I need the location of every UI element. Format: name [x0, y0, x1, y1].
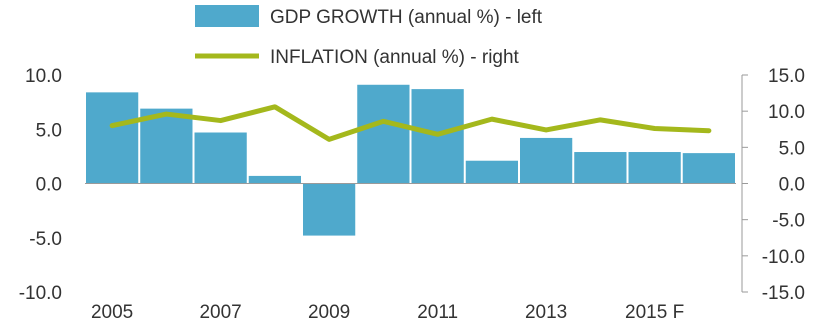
right-tick-label: 15.0	[768, 66, 805, 87]
gdp-bar-2005	[86, 92, 139, 184]
gdp-bar-2015-f	[628, 152, 681, 184]
left-tick-label: -5.0	[29, 229, 62, 250]
left-tick-label: 0.0	[36, 175, 62, 196]
left-tick-label: 10.0	[25, 66, 62, 87]
left-tick-label: 5.0	[36, 120, 62, 141]
gdp-bar-2012	[465, 160, 518, 184]
x-tick-label: 2005	[91, 302, 133, 323]
legend: GDP GROWTH (annual %) - left INFLATION (…	[195, 5, 543, 68]
x-tick-label: 2009	[308, 302, 350, 323]
x-tick-label: 2007	[199, 302, 241, 323]
x-tick-label: 2011	[417, 302, 458, 323]
x-tick-label: 2015 F	[625, 302, 684, 323]
gdp-bar-2007	[194, 132, 247, 184]
gdp-bar-2006	[140, 108, 193, 184]
legend-swatch-gdp	[195, 5, 259, 27]
right-tick-label: -15.0	[762, 283, 805, 304]
gdp-bars	[86, 84, 735, 236]
left-tick-label: -10.0	[19, 283, 62, 304]
right-y-axis: 15.0 10.0 5.0 0.0 -5.0 -10.0 -15.0	[741, 66, 805, 304]
x-axis: 2005 2007 2009 2011 2013 2015 F	[91, 302, 684, 323]
gdp-bar-2008	[248, 175, 301, 184]
gdp-bar-2009	[303, 183, 356, 236]
right-tick-label: 10.0	[768, 102, 805, 123]
legend-label-inflation: INFLATION (annual %) - right	[270, 47, 520, 68]
legend-label-gdp: GDP GROWTH (annual %) - left	[270, 7, 543, 28]
gdp-bar-2014	[574, 152, 627, 184]
gdp-bar-2010	[357, 84, 410, 184]
gdp-bar-2016-f	[682, 153, 735, 184]
left-y-axis: 10.0 5.0 0.0 -5.0 -10.0	[19, 66, 62, 304]
gdp-bar-2013	[520, 137, 573, 184]
right-tick-label: -5.0	[772, 211, 805, 232]
right-tick-label: 5.0	[779, 138, 805, 159]
inflation-series-line	[109, 104, 712, 142]
right-tick-label: -10.0	[762, 247, 805, 268]
right-tick-label: 0.0	[779, 175, 805, 196]
x-tick-label: 2013	[525, 302, 567, 323]
inflation-line	[109, 104, 712, 142]
